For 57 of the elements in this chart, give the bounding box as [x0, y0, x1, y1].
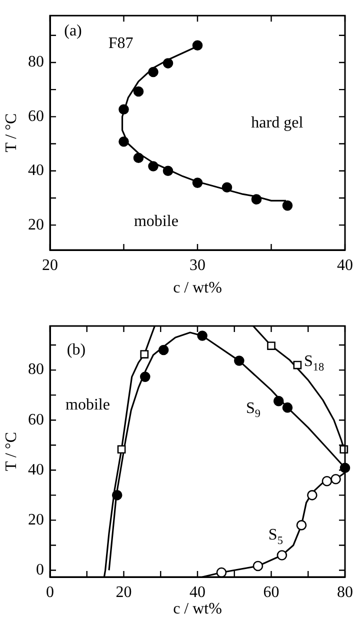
annotation: (a) — [64, 22, 82, 40]
point — [293, 360, 302, 370]
point — [148, 66, 158, 78]
point — [197, 330, 208, 341]
point — [267, 342, 276, 350]
point — [148, 161, 158, 172]
point — [162, 58, 174, 68]
y-tick-label: 40 — [28, 162, 44, 180]
x-tick-label: 20 — [42, 256, 58, 274]
x-tick-label: 30 — [190, 256, 206, 274]
point — [330, 474, 341, 484]
y-tick-label: 20 — [28, 511, 44, 528]
point — [140, 372, 150, 382]
y-tick-label: 40 — [28, 461, 44, 478]
annotation: F87 — [108, 34, 134, 52]
x-tick-label: 40 — [337, 256, 353, 274]
point — [158, 344, 169, 356]
point — [322, 476, 332, 486]
point — [133, 86, 144, 97]
point — [216, 567, 227, 578]
annotation: (b) — [66, 341, 86, 358]
annotation: hard gel — [251, 114, 304, 132]
point — [282, 200, 293, 211]
x-tick-label: 80 — [337, 584, 353, 601]
y-axis-title: T / °C — [2, 113, 20, 152]
y-tick-label: 20 — [28, 216, 44, 234]
y-tick-label: 80 — [28, 361, 44, 378]
point — [282, 402, 293, 413]
point — [251, 194, 262, 204]
annotation: mobile — [66, 396, 110, 414]
point — [118, 104, 129, 115]
point — [112, 490, 122, 500]
point — [307, 490, 318, 500]
point — [222, 182, 232, 193]
point — [117, 445, 126, 454]
point — [273, 396, 284, 406]
point — [252, 560, 264, 572]
y-tick-label: 0 — [36, 561, 44, 578]
point — [234, 356, 244, 366]
annotation: mobile — [134, 213, 178, 230]
x-tick-label: 40 — [190, 584, 206, 601]
point — [118, 136, 129, 147]
x-tick-label: 20 — [116, 584, 132, 601]
y-tick-label: 80 — [28, 54, 44, 71]
point — [192, 178, 203, 188]
point — [192, 40, 203, 51]
x-axis-title: c / wt% — [173, 280, 222, 297]
y-axis-title: T / °C — [2, 432, 20, 471]
point — [162, 166, 174, 176]
x-tick-label: 60 — [263, 584, 280, 601]
y-tick-label: 60 — [28, 411, 44, 428]
point — [296, 520, 307, 530]
x-axis-title: c / wt% — [173, 600, 222, 618]
point — [140, 350, 149, 358]
y-tick-label: 60 — [28, 108, 44, 125]
point — [133, 152, 144, 164]
point — [276, 550, 288, 560]
